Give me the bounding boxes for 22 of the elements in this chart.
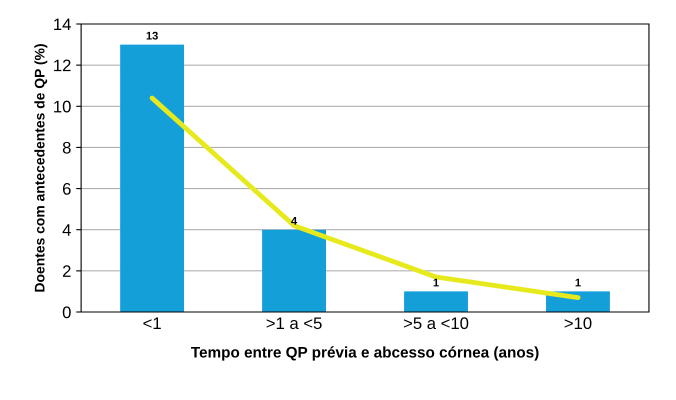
bar <box>262 230 326 312</box>
y-axis-title: Doentes com antecedentes de QP (%) <box>34 44 48 292</box>
x-axis-title: Tempo entre QP prévia e abcesso córnea (anos) <box>191 346 539 361</box>
y-tick-label: 14 <box>54 18 71 30</box>
x-tick-label: >10 <box>564 317 592 330</box>
y-tick-label: 4 <box>62 224 71 236</box>
line-series <box>150 96 580 300</box>
y-tick-label: 10 <box>54 100 71 112</box>
y-tick-label: 6 <box>62 182 71 195</box>
data-label: 1 <box>576 278 581 286</box>
y-tick-label: 8 <box>62 142 71 154</box>
y-tick-label: 12 <box>54 60 71 72</box>
x-tick-label: >1 a <5 <box>266 317 322 330</box>
data-label: 13 <box>146 32 158 40</box>
data-label: 4 <box>291 216 298 225</box>
x-tick-label: >5 a <10 <box>404 317 468 330</box>
data-label: 1 <box>434 278 439 286</box>
bar <box>404 291 468 312</box>
x-tick-label: <1 <box>143 317 161 329</box>
y-tick-label: 0 <box>62 306 71 318</box>
bar <box>120 44 184 312</box>
y-tick-label: 2 <box>62 265 71 277</box>
